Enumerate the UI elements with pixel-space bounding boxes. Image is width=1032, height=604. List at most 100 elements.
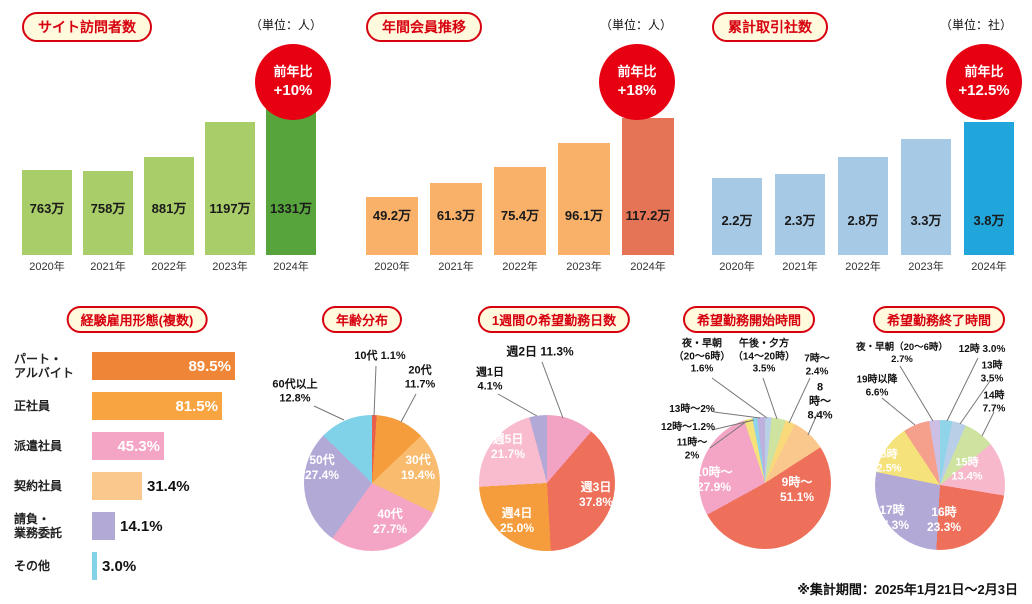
pie-label-name: 30代 xyxy=(405,453,431,467)
x-axis-label: 2020年 xyxy=(719,261,755,273)
chart-desired-end-time: 希望勤務終了時間 12時 3.0% 13時 3.5% 14時 7.7% 15時 13.4%… xyxy=(846,302,1032,600)
value-label: 89.5% xyxy=(188,357,231,375)
pie-label-value: 51.1% xyxy=(779,490,815,504)
pie-label-value: 2.7% xyxy=(891,354,913,365)
pie-segment-label: 14時 7.7% xyxy=(983,391,1006,416)
pie-area: 夜・早朝 （20〜6時） 1.6% 午後・夕方 （14〜20時） 3.5% 7時〜 2.4… xyxy=(650,302,848,600)
pie-segment-label: 60代以上 12.8% xyxy=(272,378,317,406)
bar-group: 763万 2020年 758万 2021年 881万 2022年 1197万 2023年 133… xyxy=(22,107,316,273)
bar-group: 2.2万 2020年 2.3万 2021年 2.8万 2022年 3.3万 2023年 3.8万… xyxy=(712,122,1014,273)
bar-value-label: 881万 xyxy=(151,201,187,216)
hbar-bar xyxy=(92,472,142,500)
hbar-row: 請負・ 業務委託 14.1% xyxy=(14,506,262,546)
pie-label-value: 21.7% xyxy=(490,447,526,461)
pie-label-name: 週3日 xyxy=(580,480,612,494)
bar-column: 3.3万 2023年 xyxy=(901,139,951,273)
x-axis-label: 2021年 xyxy=(782,261,818,273)
pie-segment-label: 夜・早朝（20〜6時） 2.7% xyxy=(856,342,948,366)
x-axis-label: 2023年 xyxy=(908,261,944,273)
value-label: 45.3% xyxy=(117,437,160,455)
bar: 1331万 xyxy=(266,107,316,255)
pie-label-value: 23.3% xyxy=(926,520,962,534)
bar-value-label: 2.8万 xyxy=(847,213,879,228)
hbar-track: 3.0% xyxy=(92,552,262,580)
pie-segment-label: 8時〜 8.4% xyxy=(806,381,834,422)
pie-segment-label: 週5日 21.7% xyxy=(491,432,525,462)
pie-area: 12時 3.0% 13時 3.5% 14時 7.7% 15時 13.4% 16時 23.3% 1… xyxy=(846,302,1032,600)
pie-segment-label: 13時 3.5% xyxy=(980,360,1004,385)
value-label: 3.0% xyxy=(102,557,137,575)
pie-segment-label: 10時〜 27.9% xyxy=(695,465,732,495)
hbar-track: 31.4% xyxy=(92,472,262,500)
pie-segment-label: 11時〜 2% xyxy=(677,438,708,463)
pie-label-name: 週4日 xyxy=(501,506,533,520)
pie-segment-label: 週1日 4.1% xyxy=(476,366,504,394)
chart-title: 年間会員推移 xyxy=(382,19,466,35)
pie-label-value: 13.4% xyxy=(951,470,983,482)
pie-segment-label: 40代 27.7% xyxy=(373,507,407,537)
bar-value-label: 3.8万 xyxy=(973,213,1005,228)
category-label: その他 xyxy=(14,558,51,573)
pie-label-value: 27.9% xyxy=(696,480,732,494)
unit-label: （単位：社） xyxy=(939,18,1012,32)
x-axis-label: 2024年 xyxy=(273,261,309,273)
yoy-badge-line2: +18% xyxy=(617,81,657,99)
bar-column: 49.2万 2020年 xyxy=(366,197,418,273)
pie-segment-label: 18時 12.5% xyxy=(870,448,901,476)
bar: 758万 xyxy=(83,171,133,255)
value-label: 14.1% xyxy=(120,517,163,535)
chart-title: 累計取引社数 xyxy=(728,19,812,35)
pie-label-name: 18時 xyxy=(874,448,898,461)
bar-column: 2.3万 2021年 xyxy=(775,174,825,273)
chart-desired-start-time: 希望勤務開始時間 夜・早朝 （20〜6時） 1.6% 午後・夕方 （14〜20時） 3… xyxy=(650,302,848,600)
pie-segment-label: 50代 27.4% xyxy=(305,453,339,483)
x-axis-label: 2020年 xyxy=(374,261,410,273)
bar: 2.8万 xyxy=(838,157,888,255)
hbar-track: 14.1% xyxy=(92,512,262,540)
bar-column: 763万 2020年 xyxy=(22,170,72,273)
pie-segment-label: 週2日 11.3% xyxy=(506,344,574,359)
bar-column: 96.1万 2023年 xyxy=(558,143,610,273)
hbar-bar: 89.5% xyxy=(92,352,235,380)
hbar-row: パート・ アルバイト 89.5% xyxy=(14,346,262,386)
pie-segment-label: 10代 1.1% xyxy=(354,350,406,363)
chart-title: 経験雇用形態(複数) xyxy=(80,313,194,328)
pie-label-value: 3.5% xyxy=(752,363,776,375)
bar-group: 49.2万 2020年 61.3万 2021年 75.4万 2022年 96.1万 2023年… xyxy=(366,118,674,273)
bar: 1197万 xyxy=(205,122,255,255)
bar-column: 2.8万 2022年 xyxy=(838,157,888,273)
x-axis-label: 2023年 xyxy=(566,261,602,273)
pie-segment-label: 週3日 37.8% xyxy=(579,480,613,510)
chart-title-pill: 経験雇用形態(複数) xyxy=(66,306,208,333)
bar-column: 61.3万 2021年 xyxy=(430,183,482,273)
bar-column: 758万 2021年 xyxy=(83,171,133,273)
pie-segment-label: 午後・夕方 （14〜20時） 3.5% xyxy=(733,338,795,376)
chart-weekly-workdays: 1週間の希望勤務日数 週2日 11.3% 週3日 37.8% 週4日 25.0% 週5日 2… xyxy=(460,302,648,600)
x-axis-label: 2023年 xyxy=(212,261,248,273)
pie-segment-label: 15時 13.4% xyxy=(951,456,982,484)
bar: 881万 xyxy=(144,157,194,255)
value-label: 31.4% xyxy=(147,477,190,495)
pie-label-name: 16時 xyxy=(931,505,957,519)
pie-label-name: 10時〜 xyxy=(695,465,733,479)
bar: 2.3万 xyxy=(775,174,825,255)
pie-segment-label: 30代 19.4% xyxy=(401,453,435,483)
pie-label-name: 17時 xyxy=(879,503,905,517)
x-axis-label: 2024年 xyxy=(630,261,666,273)
hbar-bar xyxy=(92,512,115,540)
bar-column: 75.4万 2022年 xyxy=(494,167,546,273)
pie-segment-label: 9時〜 51.1% xyxy=(780,475,814,505)
hbar-row: その他 3.0% xyxy=(14,546,262,586)
pie-segment-label: 7時〜 2.4% xyxy=(804,354,830,379)
pie-label-name: 20代 xyxy=(408,364,432,377)
pie-label-name: 40代 xyxy=(377,507,403,521)
pie-label-value: 1.6% xyxy=(690,363,714,375)
pie-label-value: 12.8% xyxy=(279,392,311,404)
pie-segment-label: 週4日 25.0% xyxy=(500,506,534,536)
bar-column: 881万 2022年 xyxy=(144,157,194,273)
bar-column: 1331万 2024年 xyxy=(266,107,316,273)
unit-label: （単位：人） xyxy=(249,18,322,32)
pie-label-value: 27.3% xyxy=(874,518,910,532)
pie-label-value: 25.0% xyxy=(499,521,535,535)
